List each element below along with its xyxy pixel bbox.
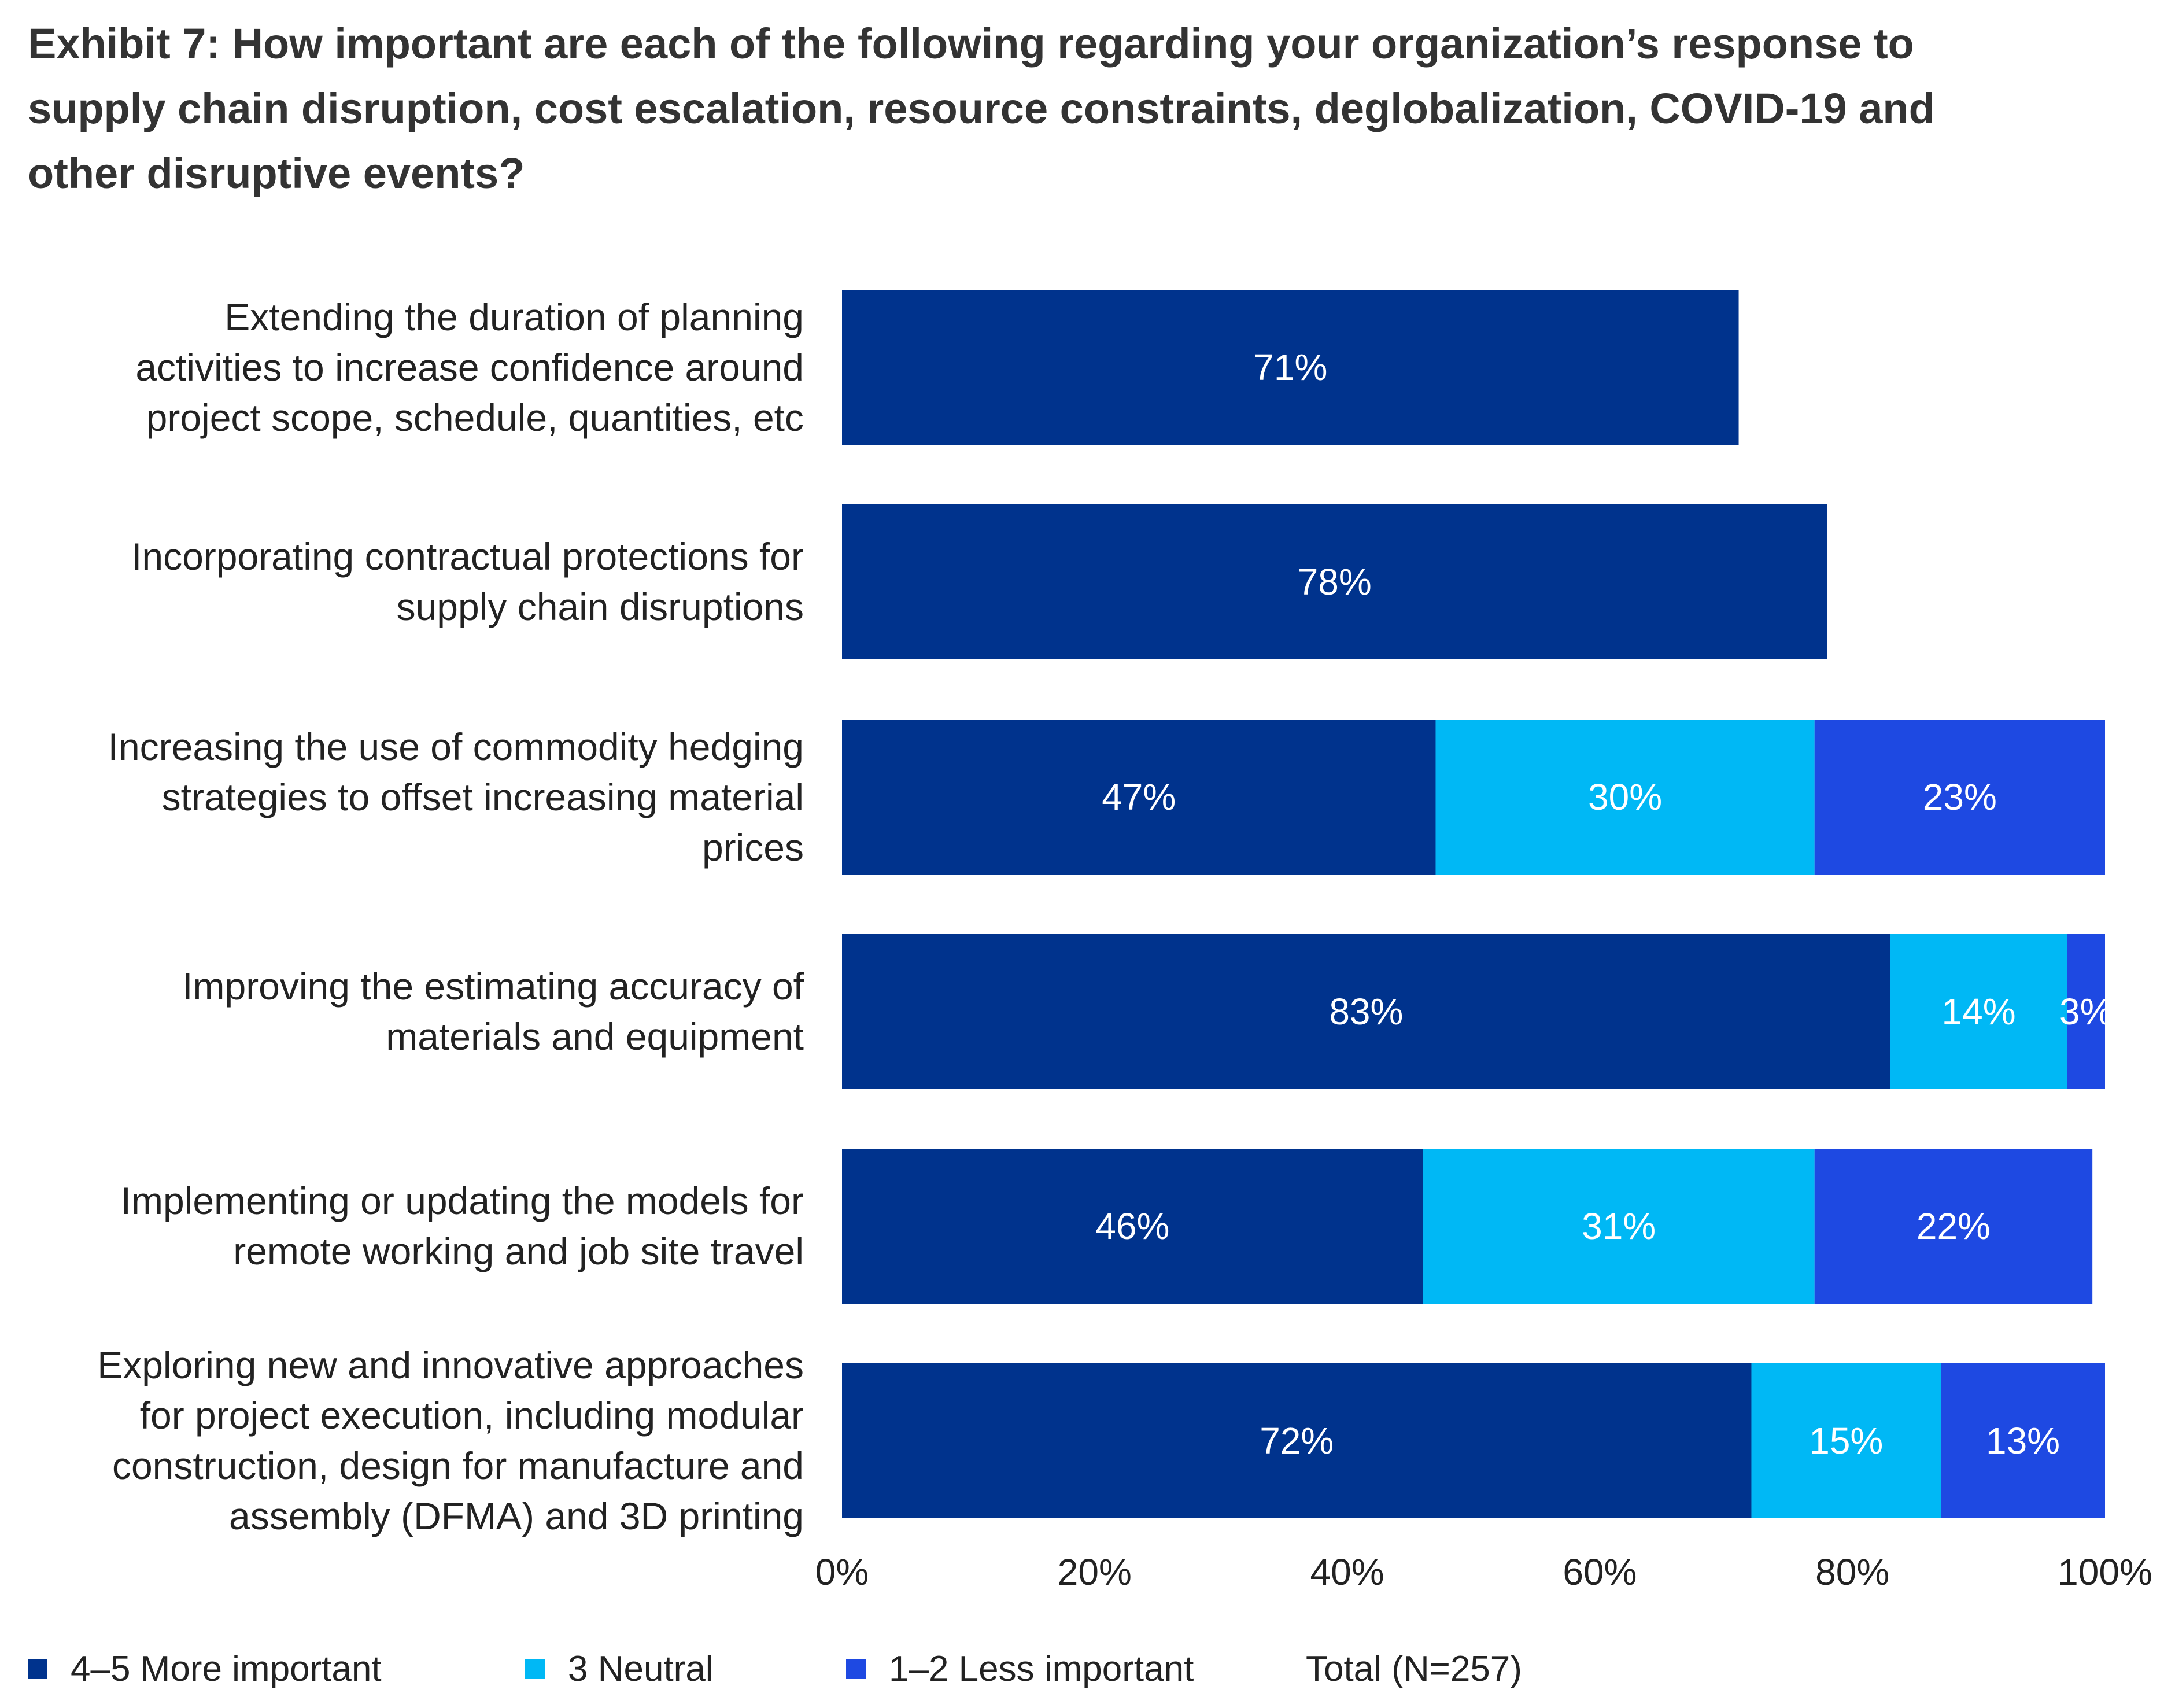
category-label-line: Extending the duration of planning	[224, 295, 804, 338]
bar-segment	[842, 504, 1827, 659]
bar-segment	[842, 1363, 1752, 1518]
x-tick-label: 80%	[1815, 1551, 1889, 1593]
legend-item-neutral: 3 Neutral	[525, 1648, 714, 1689]
data-label: 71%	[1253, 346, 1327, 388]
data-label: 83%	[1329, 991, 1403, 1032]
bar-segment	[1814, 720, 2105, 875]
legend-label: 1–2 Less important	[889, 1649, 1194, 1689]
data-label: 3%	[2059, 991, 2113, 1032]
bar-segment	[842, 720, 1436, 875]
legend-note-text: Total (N=257)	[1306, 1649, 1522, 1689]
category-label: Increasing the use of commodity hedging s…	[6, 722, 804, 873]
category-label-line: Increasing the use of commodity hedging	[108, 725, 804, 768]
category-label-line: prices	[701, 825, 804, 869]
bar-segment	[842, 934, 1890, 1089]
data-label: 23%	[1923, 776, 1997, 818]
data-label: 72%	[1260, 1420, 1334, 1462]
data-label: 21%	[1834, 346, 1908, 388]
chart-title: Exhibit 7: How important are each of the…	[28, 12, 2144, 206]
category-label-line: remote working and job site travel	[233, 1230, 804, 1272]
legend-swatch	[525, 1659, 545, 1679]
data-label: 46%	[1095, 1205, 1169, 1247]
x-tick-label: 60%	[1563, 1551, 1637, 1593]
title-line: supply chain disruption, cost escalation…	[28, 84, 1935, 132]
x-tick-label: 40%	[1310, 1551, 1384, 1593]
x-tick-label: 20%	[1058, 1551, 1132, 1593]
data-label: 15%	[1809, 1420, 1883, 1462]
bar-segment	[1423, 1149, 1815, 1304]
bar-segment	[1827, 504, 2042, 659]
legend-label: 4–5 More important	[71, 1649, 382, 1689]
data-label: 7%	[2021, 346, 2075, 388]
data-label: 30%	[1588, 776, 1662, 818]
legend-item-less-important: 1–2 Less important	[846, 1648, 1194, 1689]
bar-segment	[2041, 504, 2105, 659]
category-label-line: strategies to offset increasing material	[161, 775, 804, 818]
category-label-line: Incorporating contractual protections fo…	[131, 535, 804, 578]
category-label: Extending the duration of planning activi…	[6, 292, 804, 443]
category-label-line: for project execution, including modular	[139, 1394, 804, 1437]
bar-segment	[842, 1149, 1423, 1304]
legend-note: Total (N=257)	[1306, 1648, 1522, 1689]
data-label: 17%	[1897, 561, 1971, 603]
bar-segment	[2067, 934, 2105, 1089]
x-tick-label: 100%	[2058, 1551, 2152, 1593]
data-label: 22%	[1916, 1205, 1991, 1247]
bar-segment	[1814, 1149, 2093, 1304]
category-label-line: project scope, schedule, quantities, etc	[146, 396, 804, 439]
legend-swatch	[846, 1659, 866, 1679]
bar-segment	[1435, 720, 1815, 875]
bar-segment	[1751, 1363, 1941, 1518]
category-label-line: Implementing or updating the models for	[120, 1179, 804, 1222]
category-label: Improving the estimating accuracy of mate…	[6, 961, 804, 1062]
data-label: 5%	[2047, 561, 2100, 603]
bar-segment	[1890, 934, 2067, 1089]
bar-segment	[1941, 1363, 2105, 1518]
category-label: Exploring new and innovative approaches f…	[6, 1340, 804, 1541]
category-label-line: assembly (DFMA) and 3D printing	[229, 1495, 804, 1537]
data-label: 31%	[1582, 1205, 1656, 1247]
x-tick-label: 0%	[815, 1551, 869, 1593]
category-label: Implementing or updating the models for r…	[6, 1176, 804, 1277]
legend-item-more-important: 4–5 More important	[28, 1648, 382, 1689]
title-line: Exhibit 7: How important are each of the…	[28, 20, 1914, 68]
legend-label: 3 Neutral	[568, 1649, 714, 1689]
category-label-line: activities to increase confidence around	[135, 345, 804, 389]
data-label: 13%	[1986, 1420, 2060, 1462]
category-label-line: materials and equipment	[386, 1015, 804, 1058]
bar-segment	[2004, 290, 2093, 445]
bar-segment	[1738, 290, 2004, 445]
data-label: 47%	[1102, 776, 1176, 818]
data-label: 78%	[1298, 561, 1372, 603]
category-label-line: construction, design for manufacture and	[112, 1444, 804, 1487]
category-label-line: supply chain disruptions	[396, 585, 804, 628]
category-label: Incorporating contractual protections fo…	[6, 532, 804, 632]
category-label-line: Improving the estimating accuracy of	[182, 965, 804, 1008]
bar-segment	[842, 290, 1739, 445]
legend-swatch	[28, 1659, 47, 1679]
category-label-line: Exploring new and innovative approaches	[97, 1344, 804, 1386]
title-line: other disruptive events?	[28, 149, 525, 197]
data-label: 14%	[1942, 991, 2016, 1032]
